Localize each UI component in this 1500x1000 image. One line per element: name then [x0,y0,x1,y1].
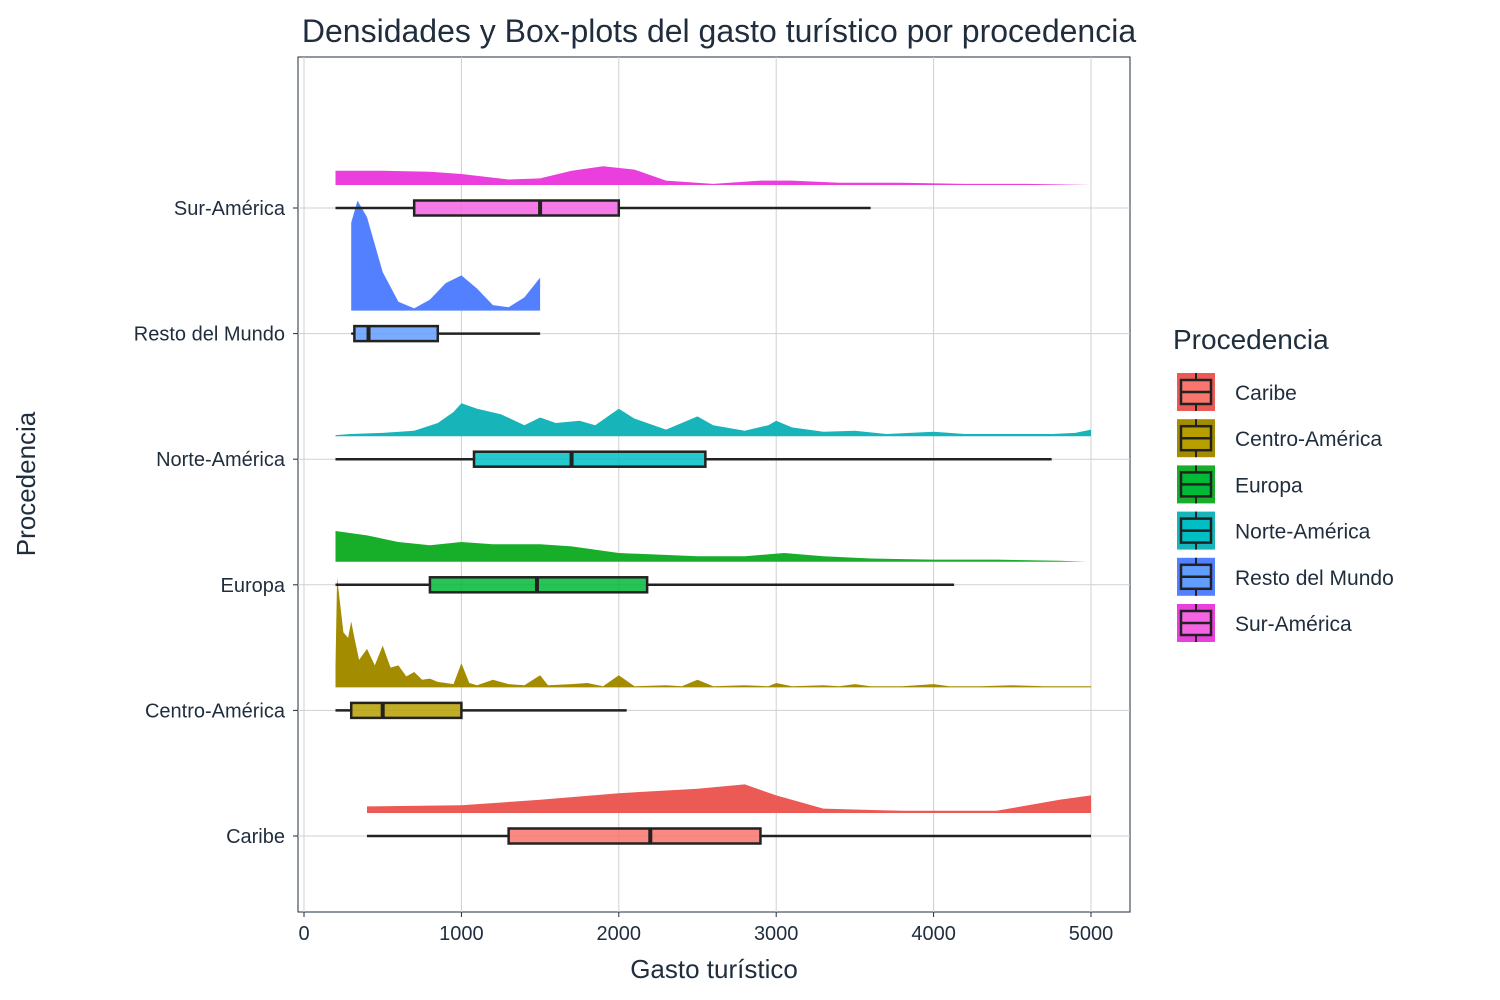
x-axis-title: Gasto turístico [630,954,798,984]
legend-item-resto-del-mundo: Resto del Mundo [1177,557,1394,596]
boxplot-caribe [366,827,1091,845]
legend: Procedencia Caribe Centro-América Europa No… [1173,324,1394,642]
legend-label-resto-del-mundo: Resto del Mundo [1235,567,1394,590]
density-sur-america [335,166,1091,185]
y-tick-label-resto-del-mundo: Resto del Mundo [134,324,285,346]
x-tick-label: 5000 [1069,923,1114,945]
boxplot-europa [335,576,955,594]
legend-item-europa: Europa [1177,465,1303,504]
boxplot-sur-america [335,199,871,217]
legend-label-centro-america: Centro-América [1235,428,1382,451]
panel-border [297,56,1131,913]
legend-label-norte-america: Norte-América [1235,521,1371,544]
x-tick-label: 2000 [597,923,642,945]
density-centro-america [335,577,1091,688]
density-resto-del-mundo [351,200,541,311]
legend-label-caribe: Caribe [1235,382,1297,405]
legend-title: Procedencia [1173,324,1329,355]
y-tick-label-norte-america: Norte-América [156,449,286,471]
x-tick-label: 0 [298,923,309,945]
y-tick-label-sur-america: Sur-América [174,198,286,220]
y-axis-title: Procedencia [11,411,41,556]
x-tick-label: 1000 [439,923,484,945]
plot-panel: 0 1000 2000 3000 4000 5000 Caribe Centro-Améric… [134,56,1131,945]
box-norte-america [472,450,707,468]
density-norte-america [335,403,1091,437]
boxplot-centro-america [335,701,627,720]
boxplot-norte-america [335,450,1052,468]
chart-title: Densidades y Box-plots del gasto turísti… [302,13,1136,49]
box-caribe [507,827,762,845]
boxplot-resto-del-mundo [351,324,541,343]
legend-item-norte-america: Norte-América [1177,511,1371,550]
box-resto-del-mundo [353,324,440,343]
box-sur-america [412,199,621,217]
legend-label-sur-america: Sur-América [1235,613,1352,636]
legend-item-sur-america: Sur-América [1177,604,1352,642]
legend-item-caribe: Caribe [1177,373,1297,411]
y-tick-label-centro-america: Centro-América [145,700,286,722]
density-europa [335,531,1087,562]
legend-item-centro-america: Centro-América [1177,419,1382,458]
x-tick-label: 4000 [911,923,956,945]
box-centro-america [349,701,463,720]
y-tick-label-caribe: Caribe [226,826,285,848]
legend-label-europa: Europa [1235,474,1303,497]
x-tick-label: 3000 [754,923,799,945]
y-tick-label-europa: Europa [221,575,286,597]
density-caribe [367,784,1091,813]
